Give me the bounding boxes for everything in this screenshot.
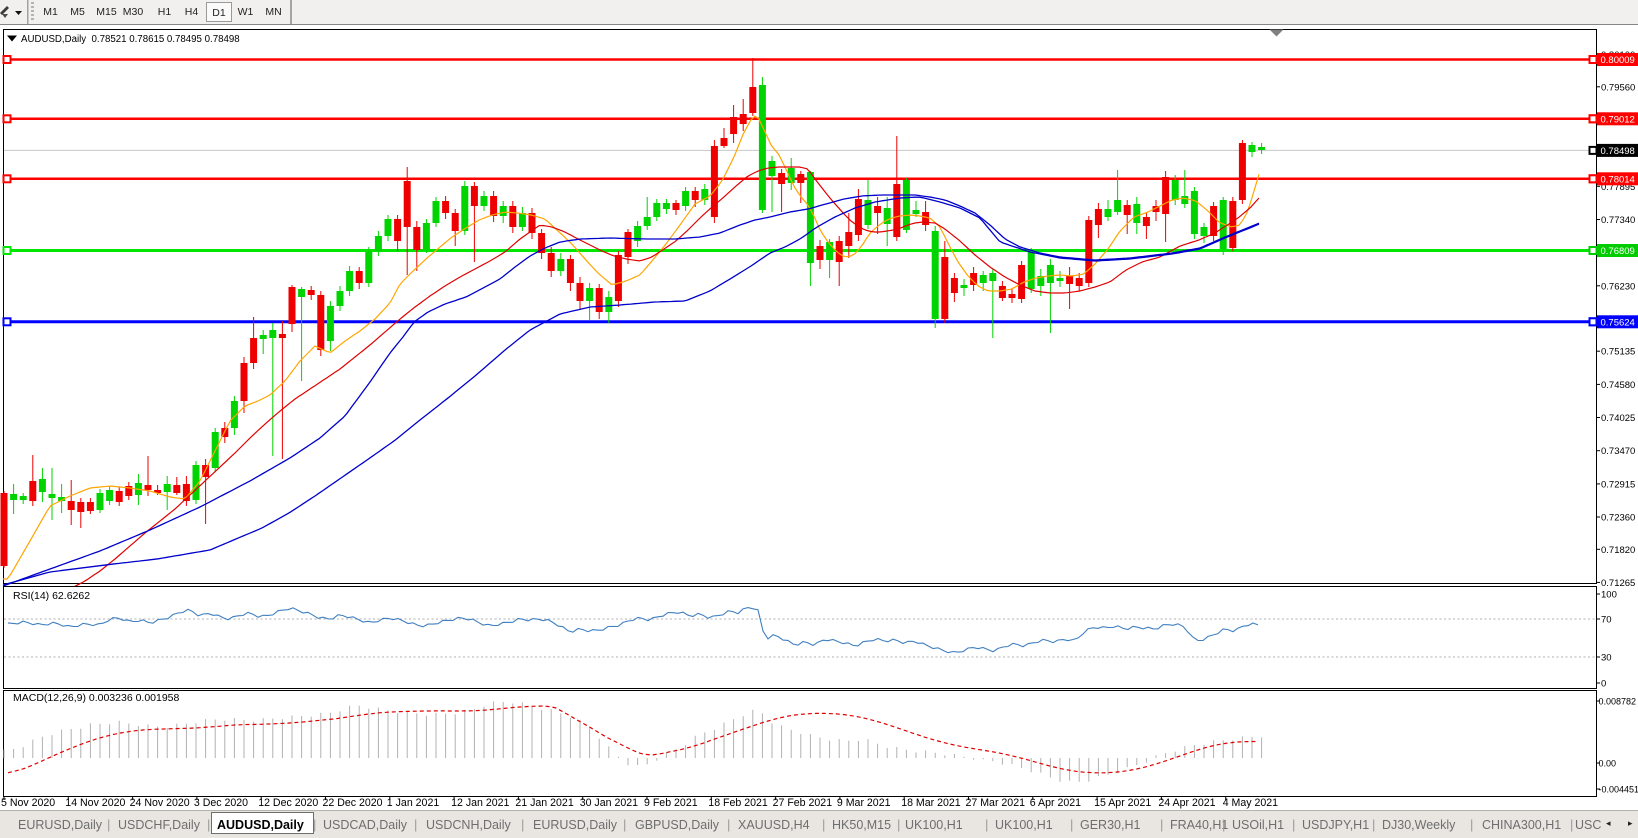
- svg-text:6 Apr 2021: 6 Apr 2021: [1030, 797, 1081, 809]
- svg-text:18 Feb 2021: 18 Feb 2021: [708, 797, 768, 809]
- svg-text:24 Nov 2020: 24 Nov 2020: [130, 797, 190, 809]
- svg-text:14 Nov 2020: 14 Nov 2020: [65, 797, 125, 809]
- svg-text:0.75135: 0.75135: [1601, 347, 1635, 358]
- svg-text:21 Jan 2021: 21 Jan 2021: [515, 797, 573, 809]
- svg-text:12 Dec 2020: 12 Dec 2020: [258, 797, 318, 809]
- svg-text:0.73470: 0.73470: [1601, 446, 1635, 457]
- svg-text:0.008782: 0.008782: [1599, 697, 1637, 707]
- svg-text:4 May 2021: 4 May 2021: [1223, 797, 1278, 809]
- svg-text:3 Dec 2020: 3 Dec 2020: [194, 797, 248, 809]
- svg-text:0.77895: 0.77895: [1601, 182, 1635, 193]
- svg-text:AUDUSD,Daily 0.78521 0.78615: AUDUSD,Daily 0.78521 0.78615 0.78495 0.7…: [21, 34, 240, 45]
- svg-text:70: 70: [1601, 615, 1612, 626]
- svg-text:5 Nov 2020: 5 Nov 2020: [1, 797, 55, 809]
- svg-text:24 Apr 2021: 24 Apr 2021: [1158, 797, 1215, 809]
- svg-text:0.74025: 0.74025: [1601, 413, 1635, 424]
- svg-text:0.78498: 0.78498: [1601, 146, 1635, 157]
- svg-text:30: 30: [1601, 653, 1612, 664]
- svg-text:0.79012: 0.79012: [1601, 114, 1635, 125]
- svg-text:18 Mar 2021: 18 Mar 2021: [901, 797, 961, 809]
- svg-text:MACD(12,26,9) 0.003236 0.00195: MACD(12,26,9) 0.003236 0.001958: [13, 692, 180, 704]
- svg-text:0.72915: 0.72915: [1601, 479, 1635, 490]
- svg-text:9 Mar 2021: 9 Mar 2021: [837, 797, 891, 809]
- svg-text:0.78014: 0.78014: [1601, 174, 1635, 185]
- svg-text:0.77340: 0.77340: [1601, 215, 1635, 226]
- svg-text:0.76809: 0.76809: [1601, 246, 1635, 257]
- svg-text:15 Apr 2021: 15 Apr 2021: [1094, 797, 1151, 809]
- svg-text:0.72360: 0.72360: [1601, 513, 1635, 524]
- svg-text:0.75624: 0.75624: [1601, 317, 1635, 328]
- svg-text:0: 0: [1601, 679, 1606, 690]
- svg-text:1 Jan 2021: 1 Jan 2021: [387, 797, 440, 809]
- svg-text:12 Jan 2021: 12 Jan 2021: [451, 797, 509, 809]
- svg-text:0.80009: 0.80009: [1601, 55, 1635, 66]
- svg-text:27 Mar 2021: 27 Mar 2021: [966, 797, 1026, 809]
- svg-text:0.00: 0.00: [1599, 759, 1617, 769]
- svg-text:RSI(14) 62.6262: RSI(14) 62.6262: [13, 590, 90, 602]
- svg-text:-0.004451: -0.004451: [1599, 785, 1638, 795]
- svg-text:0.76230: 0.76230: [1601, 281, 1635, 292]
- svg-text:27 Feb 2021: 27 Feb 2021: [773, 797, 833, 809]
- svg-text:0.71265: 0.71265: [1601, 578, 1635, 589]
- svg-text:9 Feb 2021: 9 Feb 2021: [644, 797, 698, 809]
- svg-text:30 Jan 2021: 30 Jan 2021: [580, 797, 638, 809]
- svg-text:0.79560: 0.79560: [1601, 82, 1635, 93]
- svg-text:0.71820: 0.71820: [1601, 545, 1635, 556]
- svg-text:100: 100: [1601, 590, 1617, 601]
- svg-text:22 Dec 2020: 22 Dec 2020: [323, 797, 383, 809]
- svg-text:0.74580: 0.74580: [1601, 380, 1635, 391]
